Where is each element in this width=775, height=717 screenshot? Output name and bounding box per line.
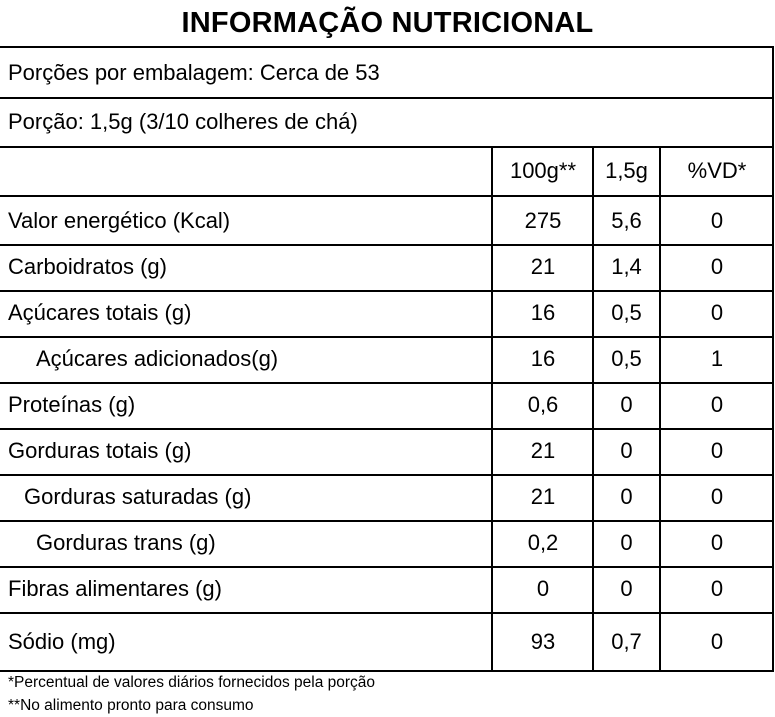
nutrition-table: Porções por embalagem: Cerca de 53 Porçã… — [0, 46, 774, 672]
row-label: Açúcares adicionados(g) — [36, 346, 279, 371]
rule — [0, 97, 774, 99]
value-vd: 1 — [710, 346, 724, 371]
value-portion: 0 — [620, 392, 633, 417]
table-row: Gorduras saturadas (g) 21 0 0 — [0, 474, 774, 520]
value-vd: 0 — [710, 438, 724, 463]
rule — [0, 146, 774, 148]
rule — [0, 428, 774, 430]
rule — [0, 566, 774, 568]
value-vd: 0 — [710, 300, 724, 325]
table-row: Sódio (mg) 93 0,7 0 — [0, 617, 774, 667]
rule — [0, 520, 774, 522]
value-100g: 0 — [536, 576, 550, 601]
portion-size: Porção: 1,5g (3/10 colheres de chá) — [8, 109, 358, 134]
row-label: Gorduras totais (g) — [8, 438, 192, 463]
portions-per-package: Porções por embalagem: Cerca de 53 — [8, 60, 380, 85]
table-row: Açúcares adicionados(g) 16 0,5 1 — [0, 336, 774, 382]
value-portion: 0,7 — [611, 629, 642, 654]
value-100g: 16 — [530, 346, 556, 371]
value-100g: 93 — [530, 629, 556, 654]
table-row: Açúcares totais (g) 16 0,5 0 — [0, 290, 774, 336]
row-label: Valor energético (Kcal) — [8, 208, 231, 233]
row-label: Proteínas (g) — [8, 392, 136, 417]
value-portion: 0,5 — [611, 346, 642, 371]
value-portion: 0 — [620, 530, 633, 555]
rule — [0, 670, 774, 672]
value-100g: 21 — [530, 438, 556, 463]
table-row: Gorduras totais (g) 21 0 0 — [0, 428, 774, 474]
column-header-vd: %VD* — [687, 158, 747, 183]
column-rule — [592, 146, 594, 672]
value-portion: 0 — [620, 438, 633, 463]
rule — [0, 382, 774, 384]
value-vd: 0 — [710, 629, 724, 654]
column-header-portion: 1,5g — [605, 158, 648, 183]
rule — [0, 244, 774, 246]
row-label: Gorduras trans (g) — [36, 530, 216, 555]
rule — [0, 195, 774, 197]
value-vd: 0 — [710, 576, 724, 601]
value-100g: 0,6 — [527, 392, 559, 417]
value-100g: 21 — [530, 254, 556, 279]
value-portion: 0 — [620, 484, 633, 509]
table-row: Valor energético (Kcal) 275 5,6 0 — [0, 198, 774, 244]
footnote-ready-to-eat: **No alimento pronto para consumo — [8, 697, 254, 714]
column-header-100g: 100g** — [509, 158, 577, 183]
label-title: INFORMAÇÃO NUTRICIONAL — [181, 7, 594, 39]
table-row: Fibras alimentares (g) 0 0 0 — [0, 566, 774, 612]
row-label: Gorduras saturadas (g) — [24, 484, 252, 509]
row-label: Fibras alimentares (g) — [8, 576, 222, 601]
row-label: Carboidratos (g) — [8, 254, 167, 279]
rule — [0, 336, 774, 338]
value-vd: 0 — [710, 484, 724, 509]
value-portion: 5,6 — [611, 208, 642, 233]
value-portion: 0,5 — [611, 300, 642, 325]
header-row: 100g** 1,5g %VD* — [0, 148, 774, 194]
rule — [0, 474, 774, 476]
rule — [0, 612, 774, 614]
footnote-vd: *Percentual de valores diários fornecido… — [8, 674, 376, 691]
value-vd: 0 — [710, 392, 724, 417]
rule — [0, 290, 774, 292]
value-vd: 0 — [710, 254, 724, 279]
row-label: Açúcares totais (g) — [8, 300, 192, 325]
value-100g: 16 — [530, 300, 556, 325]
value-vd: 0 — [710, 208, 724, 233]
table-row: Carboidratos (g) 21 1,4 0 — [0, 244, 774, 290]
table-row: Proteínas (g) 0,6 0 0 — [0, 382, 774, 428]
value-portion: 1,4 — [611, 254, 642, 279]
row-label: Sódio (mg) — [8, 629, 116, 654]
table-row: Gorduras trans (g) 0,2 0 0 — [0, 520, 774, 566]
column-rule — [659, 146, 661, 672]
value-100g: 275 — [524, 208, 562, 233]
value-100g: 0,2 — [527, 530, 559, 555]
column-rule — [491, 146, 493, 672]
value-100g: 21 — [530, 484, 556, 509]
value-vd: 0 — [710, 530, 724, 555]
value-portion: 0 — [620, 576, 633, 601]
